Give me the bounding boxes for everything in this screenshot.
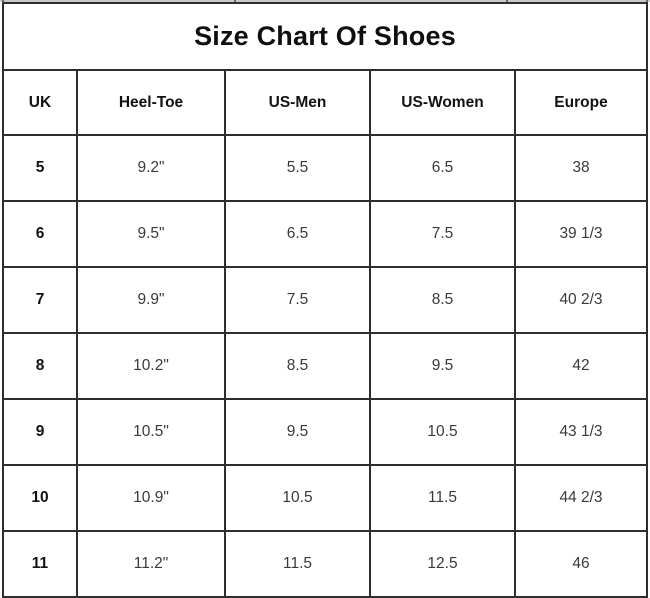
cell-heel-toe: 10.9" xyxy=(76,464,224,530)
cell-heel-toe: 9.5" xyxy=(76,200,224,266)
cell-us-men: 10.5 xyxy=(224,464,369,530)
cell-europe: 40 2/3 xyxy=(514,266,646,332)
cell-heel-toe: 9.9" xyxy=(76,266,224,332)
column-header-uk: UK xyxy=(4,69,76,134)
cell-us-men: 7.5 xyxy=(224,266,369,332)
cell-us-women: 12.5 xyxy=(369,530,514,596)
cell-us-women: 8.5 xyxy=(369,266,514,332)
cell-us-women: 6.5 xyxy=(369,134,514,200)
cell-us-men: 11.5 xyxy=(224,530,369,596)
cell-europe: 39 1/3 xyxy=(514,200,646,266)
column-header-europe: Europe xyxy=(514,69,646,134)
cell-uk: 8 xyxy=(4,332,76,398)
cell-us-women: 7.5 xyxy=(369,200,514,266)
cell-europe: 42 xyxy=(514,332,646,398)
chart-title: Size Chart Of Shoes xyxy=(194,21,456,51)
sheet-gridline xyxy=(0,0,650,2)
cell-europe: 46 xyxy=(514,530,646,596)
cell-uk: 5 xyxy=(4,134,76,200)
column-header-us-men: US-Men xyxy=(224,69,369,134)
cell-uk: 10 xyxy=(4,464,76,530)
cell-heel-toe: 11.2" xyxy=(76,530,224,596)
cell-europe: 38 xyxy=(514,134,646,200)
cell-us-men: 5.5 xyxy=(224,134,369,200)
cell-us-men: 6.5 xyxy=(224,200,369,266)
cell-europe: 44 2/3 xyxy=(514,464,646,530)
column-header-heel-toe: Heel-Toe xyxy=(76,69,224,134)
cell-us-women: 9.5 xyxy=(369,332,514,398)
cell-europe: 43 1/3 xyxy=(514,398,646,464)
cell-uk: 7 xyxy=(4,266,76,332)
cell-heel-toe: 10.2" xyxy=(76,332,224,398)
cell-heel-toe: 9.2" xyxy=(76,134,224,200)
cell-uk: 11 xyxy=(4,530,76,596)
cell-us-men: 9.5 xyxy=(224,398,369,464)
cell-us-men: 8.5 xyxy=(224,332,369,398)
cell-us-women: 11.5 xyxy=(369,464,514,530)
cell-uk: 9 xyxy=(4,398,76,464)
cell-heel-toe: 10.5" xyxy=(76,398,224,464)
cell-uk: 6 xyxy=(4,200,76,266)
column-header-us-women: US-Women xyxy=(369,69,514,134)
cell-us-women: 10.5 xyxy=(369,398,514,464)
